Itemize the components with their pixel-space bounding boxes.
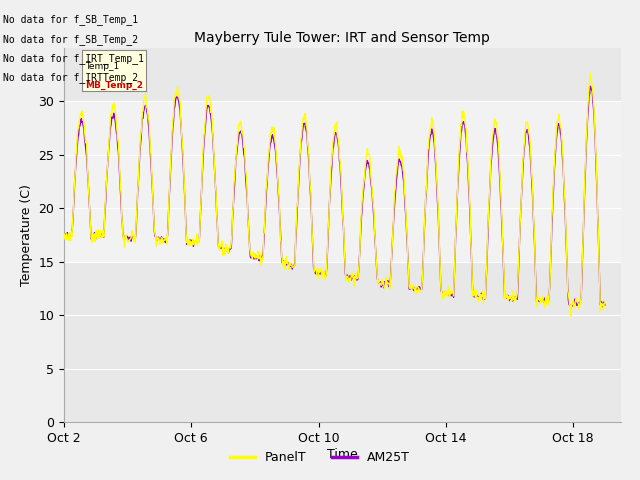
Y-axis label: Temperature (C): Temperature (C) (20, 184, 33, 286)
Text: No data for f_IRTTemp_2: No data for f_IRTTemp_2 (3, 72, 138, 83)
Legend: PanelT, AM25T: PanelT, AM25T (225, 446, 415, 469)
Text: No data for f_SB_Temp_1: No data for f_SB_Temp_1 (3, 14, 138, 25)
Text: MB_Temp_2: MB_Temp_2 (85, 81, 143, 90)
Bar (64, 208, 621, 262)
Bar (64, 101, 621, 208)
Text: No data for f_SB_Temp_2: No data for f_SB_Temp_2 (3, 34, 138, 45)
X-axis label: Time: Time (327, 448, 358, 461)
Text: Temp_1: Temp_1 (85, 62, 120, 71)
Title: Mayberry Tule Tower: IRT and Sensor Temp: Mayberry Tule Tower: IRT and Sensor Temp (195, 32, 490, 46)
Text: No data for f_IRT_Temp_1: No data for f_IRT_Temp_1 (3, 53, 144, 64)
